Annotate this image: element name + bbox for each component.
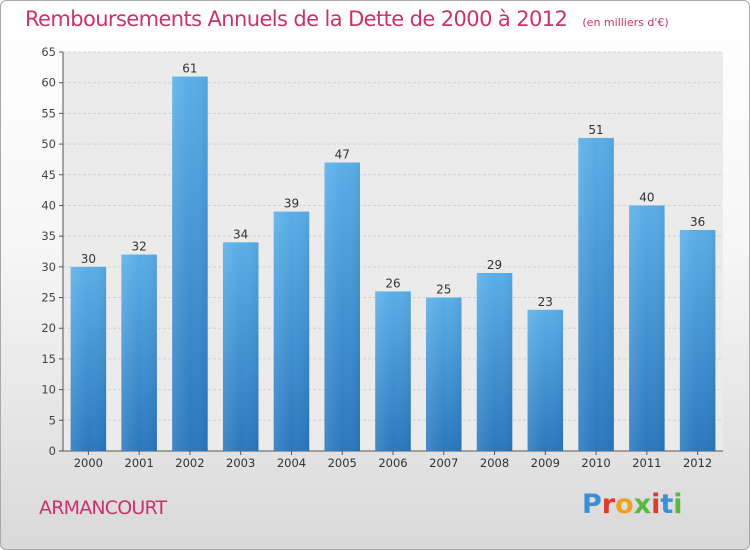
bar-value-label: 51: [588, 123, 603, 137]
bar-shine: [629, 205, 665, 451]
y-tick-label: 50: [41, 137, 56, 151]
bar-shine: [70, 266, 107, 451]
brand-letter: r: [601, 489, 616, 520]
bar-shine: [121, 254, 157, 451]
bar-value-label: 29: [487, 258, 502, 272]
x-tick-label: 2008: [480, 456, 509, 470]
brand-logo: Proxiti: [582, 489, 683, 520]
y-tick-label: 65: [41, 45, 56, 59]
bar-value-label: 34: [233, 227, 248, 241]
bar-shine: [426, 297, 462, 451]
bar-shine: [375, 291, 411, 451]
x-tick-label: 2007: [429, 456, 458, 470]
brand-letter: P: [582, 489, 602, 520]
x-tick-label: 2002: [175, 456, 204, 470]
y-tick-label: 0: [49, 444, 56, 458]
x-tick-label: 2010: [581, 456, 610, 470]
bar-shine: [324, 162, 360, 451]
brand-letter: i: [673, 489, 683, 520]
bar-value-label: 25: [436, 283, 451, 297]
bar-shine: [679, 230, 716, 451]
y-tick-label: 20: [41, 321, 56, 335]
bar-shine: [222, 242, 259, 451]
brand-letter: o: [615, 489, 634, 520]
chart-title: Remboursements Annuels de la Dette de 20…: [25, 7, 568, 31]
y-tick-label: 45: [41, 168, 56, 182]
bar-value-label: 40: [639, 190, 654, 204]
brand-letter: t: [660, 489, 674, 520]
bar-shine: [273, 211, 310, 451]
x-tick-label: 2009: [531, 456, 560, 470]
brand-letter: x: [633, 489, 652, 520]
x-tick-label: 2003: [226, 456, 255, 470]
bar-shine: [172, 76, 208, 452]
y-tick-label: 55: [41, 106, 56, 120]
commune-name: ARMANCOURT: [39, 497, 167, 519]
x-tick-label: 2005: [328, 456, 357, 470]
bar-shine: [578, 137, 614, 451]
y-tick-label: 10: [41, 383, 56, 397]
x-tick-label: 2012: [683, 456, 712, 470]
x-tick-label: 2006: [378, 456, 407, 470]
brand-letter: i: [651, 489, 661, 520]
bar-value-label: 39: [284, 197, 299, 211]
bar-value-label: 23: [538, 295, 553, 309]
y-tick-label: 5: [49, 413, 56, 427]
bar-value-label: 30: [81, 252, 96, 266]
y-tick-label: 15: [41, 352, 56, 366]
x-tick-label: 2004: [277, 456, 306, 470]
y-tick-label: 60: [41, 76, 56, 90]
y-tick-label: 35: [41, 229, 56, 243]
bar-value-label: 47: [335, 147, 350, 161]
y-tick-label: 30: [41, 260, 56, 274]
chart-unit-label: (en milliers d'€): [582, 16, 669, 29]
bar-value-label: 32: [132, 240, 147, 254]
bar-shine: [476, 272, 513, 451]
title-row: Remboursements Annuels de la Dette de 20…: [25, 7, 669, 31]
x-tick-label: 2001: [125, 456, 154, 470]
bar-chart: 0 5 10 15 20 25 30 35 40 45 50 55 60 65 30 2000 32 2001 61…: [41, 45, 723, 470]
x-tick-label: 2011: [632, 456, 661, 470]
y-tick-label: 25: [41, 291, 56, 305]
x-tick-label: 2000: [74, 456, 103, 470]
bar-value-label: 26: [385, 276, 400, 290]
bar-shine: [527, 309, 564, 451]
bar-value-label: 36: [690, 215, 705, 229]
y-tick-label: 40: [41, 198, 56, 212]
bar-value-label: 61: [182, 62, 197, 76]
